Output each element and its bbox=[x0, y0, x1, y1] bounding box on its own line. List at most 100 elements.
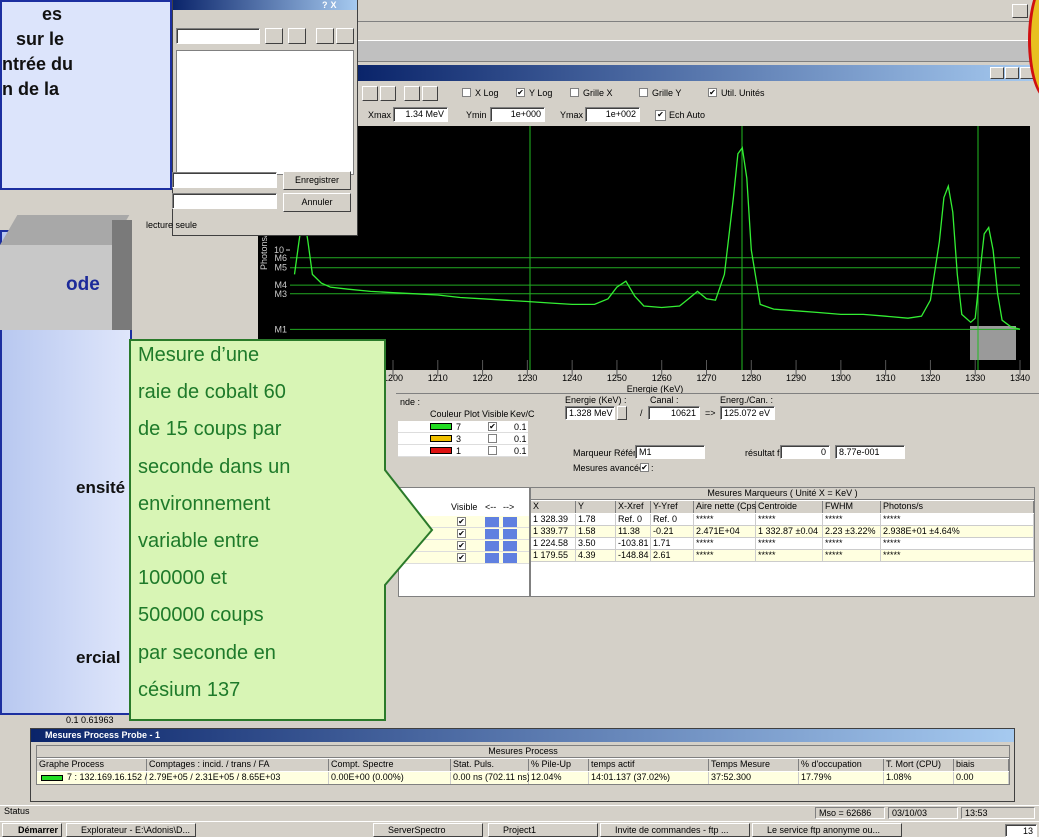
canal-input[interactable]: 10621 bbox=[648, 406, 700, 420]
file-list[interactable] bbox=[176, 50, 354, 175]
task-button[interactable]: Le service ftp anonyme ou... bbox=[752, 823, 902, 837]
table-cell: ***** bbox=[756, 538, 823, 550]
window-button[interactable] bbox=[990, 67, 1004, 79]
x-tick-label: 1220 bbox=[473, 373, 493, 383]
x-tick-label: 1240 bbox=[562, 373, 582, 383]
checkbox[interactable] bbox=[570, 88, 579, 97]
arrow-button[interactable] bbox=[485, 517, 499, 527]
window-button[interactable] bbox=[1005, 67, 1019, 79]
option-label: Grille Y bbox=[652, 88, 681, 98]
arrow-button[interactable] bbox=[503, 541, 517, 551]
checkbox[interactable]: ✔ bbox=[516, 88, 525, 97]
checkbox[interactable] bbox=[639, 88, 648, 97]
table-cell: 2.79E+05 / 2.31E+05 / 8.65E+03 bbox=[147, 772, 329, 784]
fit-input[interactable]: 8.77e-001 bbox=[835, 445, 905, 459]
filename-input[interactable] bbox=[172, 172, 277, 188]
energy-input[interactable]: 1.328 MeV bbox=[565, 406, 615, 420]
table-header: Aire nette (Cps) bbox=[694, 501, 756, 513]
status-text: Status bbox=[4, 806, 30, 816]
table-cell: 3.50 bbox=[576, 538, 616, 550]
table-header: Stat. Puls. bbox=[451, 759, 529, 771]
kev-value: 0.1 bbox=[514, 422, 527, 432]
arrow-button[interactable] bbox=[503, 529, 517, 539]
callout-line: sur le bbox=[16, 29, 64, 50]
checkbox[interactable]: ✔ bbox=[655, 110, 666, 121]
ratio-input[interactable]: 125.072 eV bbox=[720, 406, 775, 420]
callout-line: 500000 coups bbox=[138, 603, 264, 627]
tool-button[interactable] bbox=[362, 86, 378, 101]
x-tick-label: 1290 bbox=[786, 373, 806, 383]
decoration bbox=[1028, 0, 1039, 100]
ymin-input[interactable]: 1e+000 bbox=[490, 107, 545, 122]
dialog-buttons[interactable]: ?X bbox=[322, 0, 340, 10]
ymax-input[interactable]: 1e+002 bbox=[585, 107, 640, 122]
table-cell: ***** bbox=[823, 538, 881, 550]
arrow-button[interactable] bbox=[485, 541, 499, 551]
type-combo[interactable] bbox=[172, 193, 277, 209]
checkbox[interactable]: ✔ bbox=[708, 88, 717, 97]
task-button[interactable]: Project1 bbox=[488, 823, 598, 837]
checkbox[interactable] bbox=[488, 434, 497, 443]
checkbox[interactable]: ✔ bbox=[457, 517, 466, 526]
tool-button[interactable] bbox=[404, 86, 420, 101]
cancel-button[interactable]: Annuler bbox=[283, 193, 351, 212]
cube-top bbox=[0, 215, 129, 245]
tool-button[interactable] bbox=[422, 86, 438, 101]
markers-table: Mesures Marqueurs ( Unité X = KeV )XYX-X… bbox=[530, 487, 1035, 597]
folder-combo[interactable] bbox=[176, 28, 260, 44]
app-bar bbox=[358, 0, 1039, 22]
checkbox[interactable]: ✔ bbox=[640, 463, 649, 472]
auto-scale[interactable]: ✔Ech Auto bbox=[655, 110, 705, 121]
callout-line: seconde dans un bbox=[138, 455, 290, 479]
task-button[interactable]: Explorateur - E:\Adonis\D... bbox=[66, 823, 196, 837]
arrow-button[interactable] bbox=[485, 529, 499, 539]
y-tick-label: 10 bbox=[274, 245, 284, 255]
ymax-label: Ymax bbox=[560, 110, 583, 120]
tool-button[interactable] bbox=[380, 86, 396, 101]
xmax-input[interactable]: 1.34 MeV bbox=[393, 107, 448, 122]
checkbox[interactable]: ✔ bbox=[457, 553, 466, 562]
arrow-button[interactable] bbox=[485, 553, 499, 563]
table-header: X bbox=[531, 501, 576, 513]
spin[interactable] bbox=[617, 406, 627, 420]
tool-button[interactable] bbox=[316, 28, 334, 44]
tool-button[interactable] bbox=[265, 28, 283, 44]
callout-line: 100000 et bbox=[138, 566, 227, 590]
time: 13:53 bbox=[961, 807, 1035, 819]
table-header: Y-Yref bbox=[651, 501, 694, 513]
arrow-button[interactable] bbox=[503, 553, 517, 563]
callout-line: de 15 coups par bbox=[138, 417, 281, 441]
scale-values: 0.1 0.61963 bbox=[66, 715, 114, 725]
task-button[interactable]: ServerSpectro bbox=[373, 823, 483, 837]
table-cell: ***** bbox=[756, 550, 823, 562]
date: 03/10/03 bbox=[888, 807, 958, 819]
callout-line: n de la bbox=[2, 79, 59, 100]
table-cell: -0.21 bbox=[651, 526, 694, 538]
table-header: temps actif bbox=[589, 759, 709, 771]
checkbox[interactable] bbox=[462, 88, 471, 97]
cube-side bbox=[112, 220, 132, 330]
table-cell: ***** bbox=[694, 514, 756, 526]
start-button[interactable]: Démarrer bbox=[2, 823, 62, 837]
minimize-button[interactable] bbox=[1012, 4, 1028, 18]
table-cell: 0.00 bbox=[954, 772, 1009, 784]
checkbox[interactable] bbox=[488, 446, 497, 455]
tool-button[interactable] bbox=[288, 28, 306, 44]
task-button[interactable]: Invite de commandes - ftp ... bbox=[600, 823, 750, 837]
checkbox[interactable]: ✔ bbox=[488, 422, 497, 431]
table-header: FWHM bbox=[823, 501, 881, 513]
checkbox[interactable]: ✔ bbox=[457, 541, 466, 550]
checkbox[interactable]: ✔ bbox=[457, 529, 466, 538]
arrow-button[interactable] bbox=[503, 517, 517, 527]
table-cell: 14:01.137 (37.02%) bbox=[589, 772, 709, 784]
x-tick-label: 1270 bbox=[696, 373, 716, 383]
table-cell: Ref. 0 bbox=[616, 514, 651, 526]
table-header: Centroide bbox=[756, 501, 823, 513]
save-button[interactable]: Enregistrer bbox=[283, 171, 351, 190]
ref-combo[interactable]: M1 bbox=[635, 445, 705, 459]
tool-button[interactable] bbox=[336, 28, 354, 44]
fit-input[interactable]: 0 bbox=[780, 445, 830, 459]
table-header: Comptages : incid. / trans / FA bbox=[147, 759, 329, 771]
marker-label: M5 bbox=[274, 263, 287, 273]
